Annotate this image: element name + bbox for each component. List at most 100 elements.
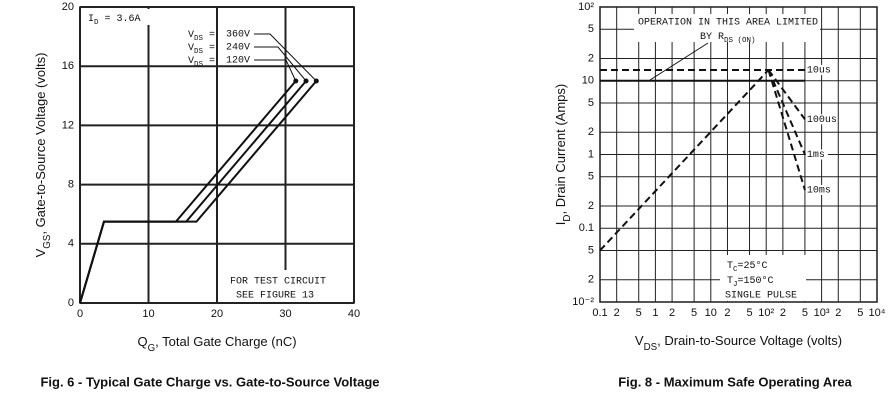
y-tick-label: 2 bbox=[588, 126, 594, 138]
annotation: SEE FIGURE 13 bbox=[236, 291, 314, 302]
y-tick-label: 2 bbox=[588, 52, 594, 64]
annotation-part: D bbox=[94, 19, 99, 27]
legend-prefix-part: = bbox=[203, 56, 215, 67]
y-tick-label: 10 bbox=[582, 75, 594, 87]
x-axis-label: VDS, Drain-to-Source Voltage (volts) bbox=[635, 333, 842, 353]
annot-bg bbox=[84, 9, 154, 25]
series-label-bg bbox=[805, 114, 828, 125]
annotation-part: T bbox=[727, 261, 733, 272]
x-axis-label: QG, Total Gate Charge (nC) bbox=[137, 334, 296, 354]
series-line bbox=[79, 80, 318, 304]
annotation-part: =25°C bbox=[738, 260, 768, 272]
annotation-part: C bbox=[733, 266, 738, 274]
legend-leader bbox=[254, 59, 297, 82]
legend-leader bbox=[254, 46, 307, 82]
series-label-bg bbox=[805, 149, 828, 160]
series-line bbox=[79, 80, 307, 304]
series-label-bg bbox=[805, 185, 828, 196]
series-label-bg bbox=[805, 64, 828, 75]
x-tick-label: 0.1 bbox=[592, 307, 607, 319]
caption: Fig. 6 - Typical Gate Charge vs. Gate-to… bbox=[40, 374, 379, 389]
x-tick-label: 5 bbox=[802, 307, 808, 319]
x-axis-label-part: Q bbox=[137, 334, 147, 349]
y-tick-label: 5 bbox=[588, 97, 594, 109]
x-tick-label: 40 bbox=[348, 308, 360, 320]
legend-prefix-part: V bbox=[188, 43, 194, 54]
series-label: 1ms bbox=[807, 150, 825, 161]
annotation-part: J bbox=[733, 281, 738, 289]
y-tick-label: 5 bbox=[588, 23, 594, 35]
x-tick-label: 10 bbox=[142, 308, 154, 320]
x-tick-label: 5 bbox=[691, 307, 697, 319]
y-axis-label-part: V bbox=[33, 248, 48, 257]
y-axis-label: VGS, Gate-to-Source Voltage (volts) bbox=[33, 53, 53, 258]
annotation: TC=25°C bbox=[727, 260, 768, 274]
y-axis-label-part: , Gate-to-Source Voltage (volts) bbox=[33, 53, 48, 235]
y-tick-label: 20 bbox=[62, 1, 74, 13]
legend-prefix-part: DS bbox=[194, 48, 204, 56]
series-line bbox=[767, 69, 806, 155]
y-tick-label: 2 bbox=[588, 200, 594, 212]
x-tick-label: 10⁴ bbox=[869, 307, 886, 319]
y-tick-label: 10² bbox=[578, 1, 594, 13]
legend-label: 360V bbox=[226, 30, 250, 41]
annotation-part: DS (ON) bbox=[724, 37, 756, 45]
y-axis-label-part: GS bbox=[42, 234, 53, 249]
x-tick-label: 2 bbox=[835, 307, 841, 319]
y-tick-label: 4 bbox=[68, 238, 74, 250]
x-axis-label-part: , Drain-to-Source Voltage (volts) bbox=[657, 333, 842, 348]
y-tick-label: 12 bbox=[62, 119, 74, 131]
x-tick-label: 10 bbox=[705, 307, 717, 319]
legend-prefix-part: DS bbox=[194, 61, 204, 69]
annotation-part: I bbox=[88, 14, 94, 25]
series-line bbox=[599, 69, 770, 252]
y-tick-label: 1 bbox=[588, 148, 594, 160]
x-tick-label: 2 bbox=[614, 307, 620, 319]
series-label: 10ms bbox=[807, 186, 831, 197]
legend-prefix-part: = bbox=[203, 30, 215, 41]
annot-bg bbox=[634, 14, 820, 42]
series-label: 10us bbox=[807, 66, 831, 77]
legend-prefix: VDS = bbox=[188, 56, 215, 69]
x-tick-label: 2 bbox=[669, 307, 675, 319]
annotation-part: BY R bbox=[700, 32, 724, 43]
x-tick-label: 5 bbox=[636, 307, 642, 319]
x-tick-label: 2 bbox=[724, 307, 730, 319]
x-tick-label: 0 bbox=[77, 308, 83, 320]
legend-label: 240V bbox=[226, 43, 250, 54]
annot-bg bbox=[218, 270, 348, 302]
annotation: BY RDS (ON) bbox=[700, 32, 756, 45]
y-tick-label: 5 bbox=[588, 171, 594, 183]
annotation: SINGLE PULSE bbox=[725, 291, 797, 302]
y-tick-label: 0.1 bbox=[579, 222, 594, 234]
y-tick-label: 2 bbox=[588, 274, 594, 286]
legend-prefix: VDS = bbox=[188, 43, 215, 56]
x-tick-label: 30 bbox=[279, 308, 291, 320]
series-label: 100us bbox=[807, 115, 837, 126]
y-tick-label: 5 bbox=[588, 244, 594, 256]
x-tick-label: 1 bbox=[652, 307, 658, 319]
legend-leader bbox=[254, 33, 317, 82]
series-line bbox=[767, 69, 806, 191]
legend-prefix-part: DS bbox=[194, 35, 204, 43]
y-tick-label: 8 bbox=[68, 179, 74, 191]
caption: Fig. 8 - Maximum Safe Operating Area bbox=[618, 374, 852, 389]
x-axis-label-part: V bbox=[635, 333, 644, 348]
annotation: FOR TEST CIRCUIT bbox=[230, 277, 326, 288]
y-axis-label-part: , Drain Current (Amps) bbox=[553, 84, 568, 215]
legend-prefix: VDS = bbox=[188, 30, 215, 43]
y-axis-label-part: D bbox=[562, 215, 573, 222]
legend-label: 120V bbox=[226, 56, 250, 67]
x-axis-label-part: G bbox=[148, 343, 156, 354]
x-tick-label: 5 bbox=[746, 307, 752, 319]
series-line bbox=[79, 80, 297, 304]
annotation: OPERATION IN THIS AREA LIMITED bbox=[638, 18, 818, 29]
x-tick-label: 2 bbox=[780, 307, 786, 319]
x-axis-label-part: , Total Gate Charge (nC) bbox=[155, 334, 296, 349]
y-tick-label: 10⁻² bbox=[572, 296, 594, 308]
x-tick-label: 20 bbox=[211, 308, 223, 320]
annotation-part: T bbox=[727, 276, 733, 287]
x-tick-label: 10² bbox=[758, 307, 774, 319]
